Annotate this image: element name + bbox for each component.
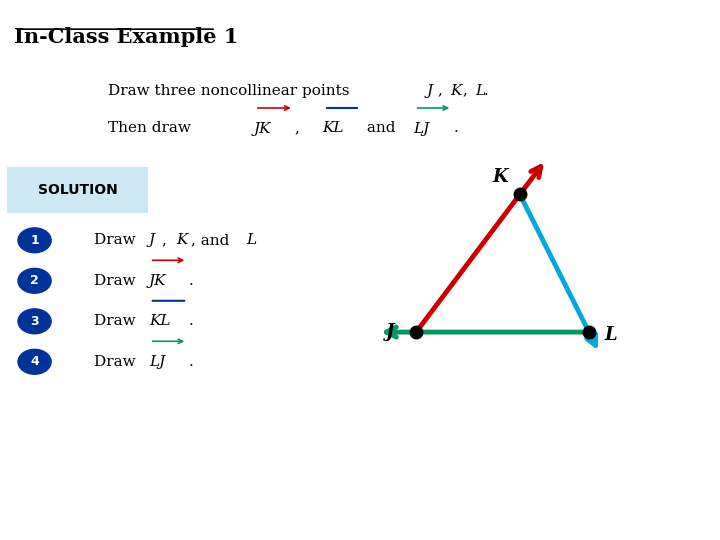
Text: .: .: [189, 355, 194, 369]
Text: .: .: [484, 84, 489, 98]
Text: KL: KL: [149, 314, 171, 328]
Text: J: J: [426, 84, 433, 98]
Text: JK: JK: [149, 274, 166, 288]
Text: Draw: Draw: [94, 233, 140, 247]
Text: Draw: Draw: [94, 355, 140, 369]
Text: L: L: [246, 233, 256, 247]
Text: LJ: LJ: [149, 355, 166, 369]
Text: K: K: [492, 168, 508, 186]
Text: 3: 3: [30, 315, 39, 328]
Text: Draw three noncollinear points: Draw three noncollinear points: [108, 84, 354, 98]
Text: 4: 4: [30, 355, 39, 368]
Text: JK: JK: [253, 122, 271, 136]
Circle shape: [18, 268, 51, 293]
Text: Then draw: Then draw: [108, 122, 196, 136]
Text: ,: ,: [295, 122, 310, 136]
FancyBboxPatch shape: [7, 167, 148, 213]
Text: L: L: [605, 326, 618, 344]
Text: K: K: [176, 233, 188, 247]
Text: 2: 2: [30, 274, 39, 287]
Text: ,: ,: [463, 84, 473, 98]
Text: , and: , and: [191, 233, 234, 247]
Text: K: K: [451, 84, 462, 98]
Text: KL: KL: [323, 122, 344, 136]
Text: and: and: [362, 122, 400, 136]
Text: Draw: Draw: [94, 314, 140, 328]
Text: J: J: [386, 323, 395, 341]
Text: ,: ,: [438, 84, 448, 98]
Text: LJ: LJ: [413, 122, 430, 136]
Circle shape: [18, 349, 51, 374]
Text: 1: 1: [30, 234, 39, 247]
Text: ,: ,: [162, 233, 172, 247]
Text: SOLUTION: SOLUTION: [38, 183, 117, 197]
Text: Draw: Draw: [94, 274, 140, 288]
Text: J: J: [149, 233, 156, 247]
Text: .: .: [454, 122, 459, 136]
Text: L: L: [475, 84, 485, 98]
Text: In-Class Example 1: In-Class Example 1: [14, 27, 239, 47]
Text: .: .: [189, 274, 194, 288]
Circle shape: [18, 309, 51, 334]
Circle shape: [18, 228, 51, 253]
Text: .: .: [189, 314, 194, 328]
